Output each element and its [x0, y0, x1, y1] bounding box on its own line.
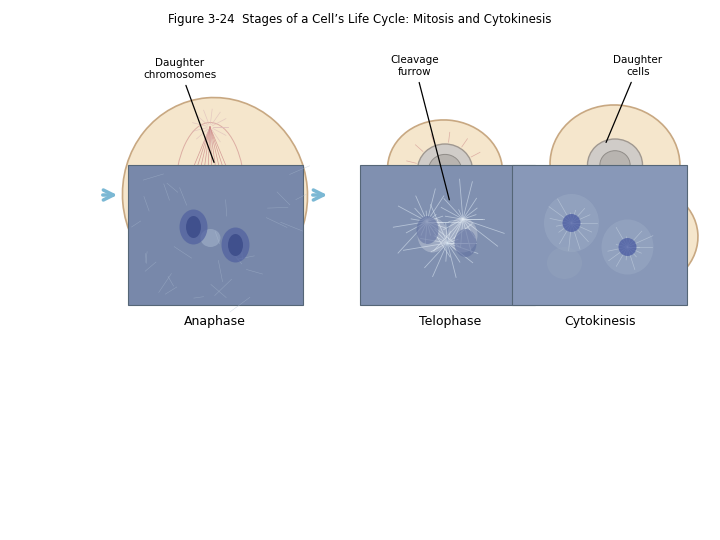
Ellipse shape [200, 229, 220, 247]
Ellipse shape [584, 191, 590, 195]
Ellipse shape [208, 184, 216, 190]
Ellipse shape [609, 261, 615, 267]
Ellipse shape [454, 229, 477, 257]
Ellipse shape [448, 218, 477, 253]
Text: Figure 3-24  Stages of a Cell’s Life Cycle: Mitosis and Cytokinesis: Figure 3-24 Stages of a Cell’s Life Cycl… [168, 13, 552, 26]
Bar [512, 165, 687, 305]
Ellipse shape [186, 216, 201, 238]
Ellipse shape [416, 216, 438, 244]
Ellipse shape [122, 98, 307, 293]
Ellipse shape [179, 210, 207, 245]
Text: Anaphase: Anaphase [184, 315, 246, 328]
Ellipse shape [618, 238, 636, 256]
Ellipse shape [228, 234, 243, 256]
Ellipse shape [188, 183, 196, 187]
Ellipse shape [601, 219, 654, 274]
Ellipse shape [210, 208, 218, 214]
Ellipse shape [418, 144, 472, 196]
Ellipse shape [216, 180, 224, 186]
Text: Cytokinesis: Cytokinesis [564, 315, 636, 328]
Ellipse shape [212, 197, 220, 201]
Text: Daughter
chromosomes: Daughter chromosomes [143, 58, 217, 163]
Ellipse shape [550, 105, 680, 225]
Text: Telophase: Telophase [419, 315, 481, 328]
Ellipse shape [612, 214, 664, 262]
Ellipse shape [190, 204, 198, 210]
Text: Daughter
cells: Daughter cells [606, 56, 662, 143]
Ellipse shape [198, 178, 206, 184]
Ellipse shape [544, 194, 599, 252]
Ellipse shape [624, 225, 652, 251]
Ellipse shape [578, 185, 698, 291]
Ellipse shape [428, 154, 462, 186]
Ellipse shape [431, 212, 479, 258]
Ellipse shape [418, 218, 448, 253]
Ellipse shape [547, 247, 582, 279]
Bar [128, 165, 303, 305]
Ellipse shape [387, 120, 503, 220]
Ellipse shape [588, 139, 642, 191]
Ellipse shape [194, 194, 202, 200]
Ellipse shape [600, 151, 630, 179]
Ellipse shape [402, 190, 508, 280]
Ellipse shape [222, 227, 250, 262]
Ellipse shape [202, 200, 210, 206]
Ellipse shape [562, 214, 580, 232]
Text: Cleavage
furrow: Cleavage furrow [391, 56, 449, 200]
Ellipse shape [441, 221, 469, 249]
Bar [360, 165, 535, 305]
